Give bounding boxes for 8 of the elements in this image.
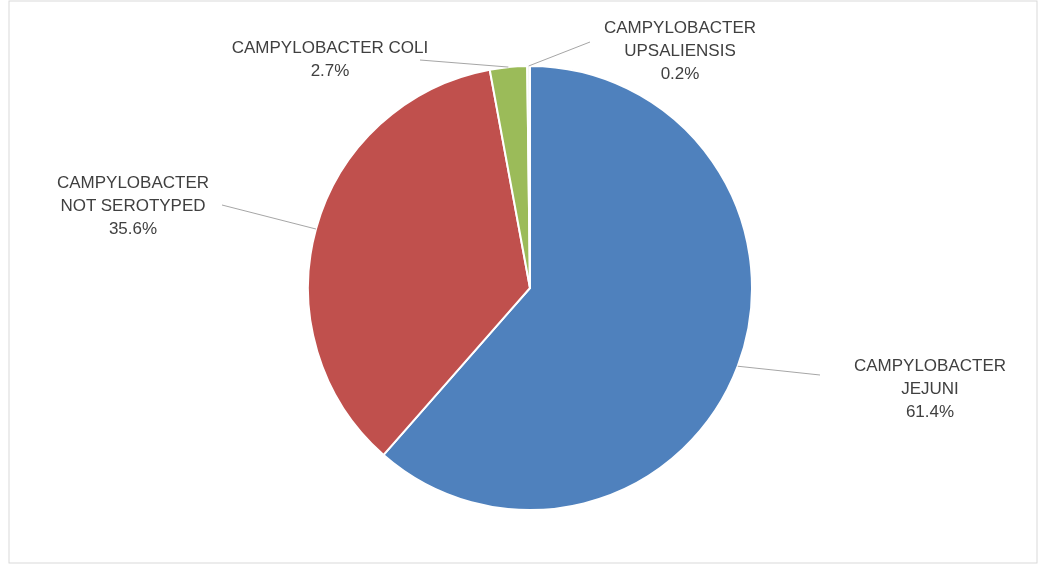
slice-label: CAMPYLOBACTER UPSALIENSIS — [603, 18, 757, 60]
data-label: 61.4% — [905, 402, 955, 421]
slice-label: CAMPYLOBACTER JEJUNI — [853, 356, 1007, 398]
slice-label: CAMPYLOBACTER NOT SEROTYPED — [56, 173, 210, 215]
data-label: 0.2% — [660, 64, 700, 83]
data-label: 35.6% — [108, 219, 158, 238]
slice-label: CAMPYLOBACTER COLI — [231, 38, 429, 57]
data-label: 2.7% — [310, 61, 350, 80]
